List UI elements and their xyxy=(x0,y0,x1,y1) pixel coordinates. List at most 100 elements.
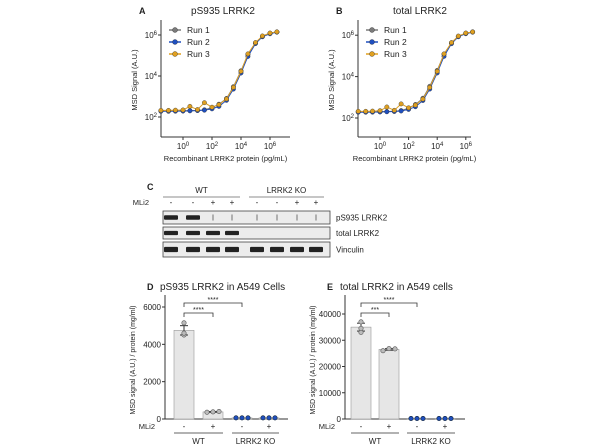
lane-sign: + xyxy=(230,198,235,207)
series-line xyxy=(358,31,473,112)
data-point xyxy=(442,415,448,421)
data-point xyxy=(386,346,392,352)
y-tick-label: 106 xyxy=(342,31,355,40)
data-point xyxy=(187,103,193,109)
y-tick-label: 0 xyxy=(157,415,162,424)
data-point xyxy=(260,415,266,421)
y-tick-label: 10000 xyxy=(319,389,342,398)
lane-sign: + xyxy=(314,198,319,207)
y-axis-label: MSD signal (A.U.) / protein (mg/ml) xyxy=(130,306,137,415)
data-point xyxy=(413,102,418,108)
legend-label: Run 3 xyxy=(187,49,210,59)
y-tick-label: 104 xyxy=(342,73,355,82)
data-point xyxy=(420,96,426,102)
blot-band xyxy=(270,246,284,253)
data-point xyxy=(384,104,390,110)
treatment-label: MLi2 xyxy=(319,422,335,431)
data-point xyxy=(358,325,364,331)
category-sign: - xyxy=(183,422,186,431)
data-point xyxy=(187,108,193,114)
data-point xyxy=(436,415,442,421)
data-point xyxy=(158,107,164,113)
data-point xyxy=(209,104,215,110)
lane-sign: - xyxy=(170,198,173,207)
data-point xyxy=(216,409,222,415)
blot-band xyxy=(225,230,239,236)
significance-label: *** xyxy=(371,307,379,314)
blot-band xyxy=(225,246,239,253)
blot-band xyxy=(164,215,178,220)
category-sign: + xyxy=(267,422,272,431)
data-point xyxy=(224,96,229,102)
data-point xyxy=(427,85,433,90)
category-sign: + xyxy=(211,422,216,431)
y-tick-label: 106 xyxy=(145,31,158,40)
blot-band xyxy=(256,214,258,221)
x-tick-label: 104 xyxy=(431,142,444,151)
category-sign: + xyxy=(387,422,392,431)
lane-sign: + xyxy=(295,198,300,207)
chart-title: total LRRK2 xyxy=(393,6,447,17)
group-label: LRRK2 KO xyxy=(236,437,276,446)
blot-row-label: pS935 LRRK2 xyxy=(336,214,388,223)
blot-band xyxy=(186,230,200,236)
blot-strip xyxy=(162,226,331,240)
data-point xyxy=(470,29,476,35)
group-label: LRRK2 KO xyxy=(411,437,451,446)
chart-title: pS935 LRRK2 in A549 Cells xyxy=(160,282,285,293)
data-point xyxy=(245,51,251,57)
group-label: WT xyxy=(369,437,382,446)
significance-label: **** xyxy=(193,307,204,314)
data-point xyxy=(267,30,273,36)
blot-band xyxy=(186,215,200,220)
data-point xyxy=(266,415,272,421)
legend-marker xyxy=(172,51,178,57)
data-point xyxy=(448,415,454,421)
blot-band xyxy=(250,246,264,253)
series-line xyxy=(160,31,278,112)
category-sign: + xyxy=(443,422,448,431)
legend-label: Run 1 xyxy=(187,25,210,35)
panel-label: B xyxy=(336,6,343,16)
y-tick-label: 6000 xyxy=(143,303,161,312)
data-point xyxy=(202,100,207,106)
data-point xyxy=(455,33,461,39)
x-tick-label: 104 xyxy=(235,142,248,151)
blot-strip xyxy=(162,210,331,225)
bar xyxy=(378,349,400,420)
data-point xyxy=(238,68,244,74)
data-point xyxy=(384,109,390,115)
blot-band xyxy=(315,214,317,221)
significance-label: **** xyxy=(384,297,395,304)
lane-sign: - xyxy=(256,198,259,207)
data-point xyxy=(272,415,278,421)
data-point xyxy=(204,409,210,415)
blot-band xyxy=(164,230,178,236)
data-point xyxy=(355,108,361,114)
data-point xyxy=(210,409,216,415)
significance-bracket xyxy=(183,302,243,307)
blot-row-label: Vinculin xyxy=(336,246,364,255)
data-point xyxy=(420,415,426,421)
data-point xyxy=(441,51,447,57)
series-line xyxy=(358,31,473,113)
series-line xyxy=(160,31,277,111)
data-point xyxy=(370,108,375,114)
blot-row-label: total LRRK2 xyxy=(336,229,380,238)
data-point xyxy=(233,415,239,421)
chart-title: pS935 LRRK2 xyxy=(191,6,255,17)
blot-group-label: WT xyxy=(195,186,208,195)
legend-label: Run 3 xyxy=(384,49,407,59)
panel-label: A xyxy=(139,6,146,16)
data-point xyxy=(434,68,440,74)
data-point xyxy=(239,415,245,421)
panel-label: C xyxy=(147,182,154,192)
legend-label: Run 2 xyxy=(384,37,407,47)
data-point xyxy=(166,107,171,113)
x-tick-label: 106 xyxy=(460,142,473,151)
data-point xyxy=(231,84,236,90)
legend-marker xyxy=(369,27,375,33)
significance-bracket xyxy=(183,312,214,317)
y-tick-label: 30000 xyxy=(319,336,342,345)
blot-group-label: LRRK2 KO xyxy=(267,186,307,195)
